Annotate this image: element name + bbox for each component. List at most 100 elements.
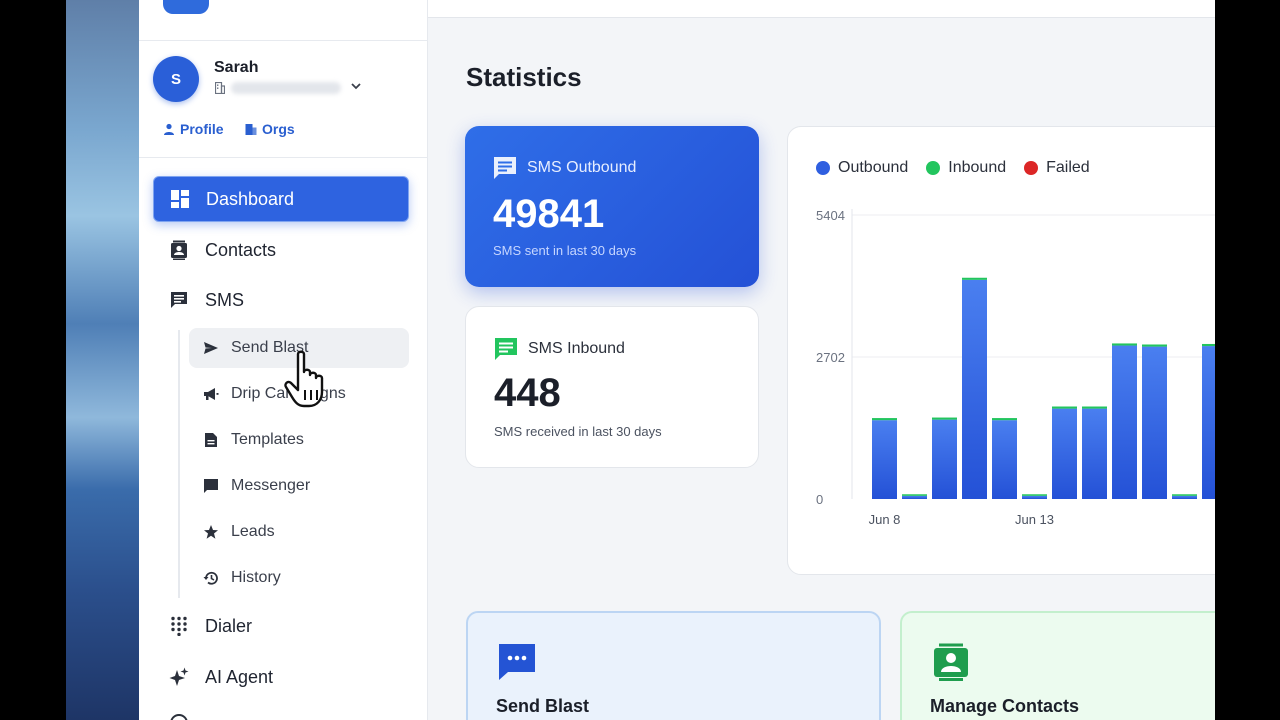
chat-icon <box>495 338 517 360</box>
nav-item-dialer[interactable]: Dialer <box>153 603 409 649</box>
bar-inbound <box>962 277 987 280</box>
nav-item-label: Dialer <box>205 615 253 636</box>
legend-label: Failed <box>1046 159 1090 176</box>
profile-link[interactable]: Profile <box>163 121 224 137</box>
quick-action-manage-contacts[interactable]: Manage Contacts <box>900 611 1215 720</box>
legend-label: Inbound <box>948 159 1007 176</box>
chat-dots-icon <box>499 644 535 680</box>
left-letterbox <box>0 0 66 720</box>
history-icon <box>203 571 218 585</box>
stat-card-header: SMS Inbound <box>494 337 625 361</box>
stat-value: 448 <box>494 371 561 415</box>
bar-outbound <box>1112 345 1137 499</box>
sub-item-label: Templates <box>231 431 304 448</box>
avatar-initial: S <box>170 70 181 88</box>
chart-legend: Outbound Inbound Failed <box>816 159 1090 177</box>
x-tick-label: Jun 8 <box>869 512 901 527</box>
nav-item-contacts[interactable]: Contacts <box>153 227 409 273</box>
quick-action-title: Send Blast <box>496 696 590 716</box>
user-icon <box>164 123 174 135</box>
send-icon <box>204 342 218 354</box>
avatar[interactable]: S <box>153 56 199 102</box>
divider <box>139 157 428 158</box>
stat-card-header: SMS Outbound <box>493 156 636 180</box>
bar-outbound <box>902 495 927 499</box>
bar-inbound <box>1082 406 1107 409</box>
bar-inbound <box>1052 406 1077 409</box>
profile-link-label: Profile <box>180 121 224 137</box>
legend-dot <box>926 161 941 175</box>
stat-subtitle: SMS received in last 30 days <box>494 424 662 439</box>
top-bar <box>428 0 1215 18</box>
chat-icon <box>494 157 516 179</box>
orgs-link-label: Orgs <box>262 121 295 137</box>
legend-item-outbound[interactable]: Outbound <box>816 159 908 177</box>
app-window: S Sarah Profile Orgs Dashboard Contacts <box>139 0 1215 720</box>
sms-sub-leads[interactable]: Leads <box>189 512 409 552</box>
sms-chart-card: Outbound Inbound Failed 0 2702 5404 Jun 8 Ju… <box>787 126 1215 575</box>
bar-inbound <box>992 418 1017 421</box>
submenu-rail <box>178 330 180 598</box>
desktop-wallpaper <box>66 0 140 720</box>
sms-sub-messenger[interactable]: Messenger <box>189 466 409 506</box>
stat-value: 49841 <box>493 192 605 236</box>
page-title: Statistics <box>466 62 582 92</box>
dashboard-icon <box>171 190 189 208</box>
divider <box>139 40 428 41</box>
bar-outbound <box>992 420 1017 499</box>
user-name: Sarah <box>214 59 259 76</box>
orgs-link[interactable]: Orgs <box>245 121 295 137</box>
sidebar: S Sarah Profile Orgs Dashboard Contacts <box>139 0 428 720</box>
legend-dot <box>1024 161 1039 175</box>
nav-item-dashboard[interactable]: Dashboard <box>153 176 409 222</box>
building-icon <box>245 124 257 135</box>
bar-inbound <box>1172 494 1197 496</box>
bar-inbound <box>902 494 927 496</box>
stat-card-outbound: SMS Outbound 49841 SMS sent in last 30 d… <box>465 126 759 287</box>
chat-icon <box>171 292 187 308</box>
quick-action-title: Manage Contacts <box>930 696 1080 716</box>
nav-item-next-icon[interactable] <box>170 714 188 720</box>
stat-subtitle: SMS sent in last 30 days <box>493 243 637 258</box>
legend-item-failed[interactable]: Failed <box>1024 159 1090 177</box>
message-icon <box>204 479 218 493</box>
bar-inbound <box>1112 343 1137 346</box>
stat-label: SMS Outbound <box>527 159 637 176</box>
bar-outbound <box>872 420 897 499</box>
contacts-icon <box>171 240 187 260</box>
bar-outbound <box>932 419 957 499</box>
sms-sub-history[interactable]: History <box>189 558 409 598</box>
y-tick-label: 0 <box>816 492 823 507</box>
quick-action-send-blast[interactable]: Send Blast <box>466 611 881 720</box>
megaphone-icon <box>204 388 219 400</box>
nav-item-label: AI Agent <box>205 666 274 687</box>
sub-item-label: Send Blast <box>231 339 309 356</box>
org-name-redacted <box>231 82 341 94</box>
bar-outbound <box>1142 346 1167 499</box>
bar-outbound <box>1172 495 1197 499</box>
star-icon <box>204 525 218 539</box>
bar-inbound <box>1142 344 1167 347</box>
legend-label: Outbound <box>838 159 909 176</box>
bar-outbound <box>1202 346 1215 499</box>
bar-outbound <box>1082 408 1107 499</box>
bar-outbound <box>1052 408 1077 499</box>
bar-inbound <box>872 418 897 421</box>
nav-item-sms[interactable]: SMS <box>153 277 409 323</box>
sub-item-label: Leads <box>231 523 275 540</box>
nav-item-label: Contacts <box>205 239 277 260</box>
bar-inbound <box>1202 343 1215 347</box>
nav-item-label: Dashboard <box>206 188 295 209</box>
sparkles-icon <box>169 667 189 686</box>
chevron-down-icon[interactable] <box>350 80 362 92</box>
app-logo[interactable] <box>163 0 209 14</box>
sms-sub-templates[interactable]: Templates <box>189 420 409 460</box>
y-tick-label: 2702 <box>816 350 845 365</box>
legend-item-inbound[interactable]: Inbound <box>926 159 1006 177</box>
bar-outbound <box>1022 495 1047 499</box>
contacts-icon <box>934 643 968 681</box>
nav-item-ai-agent[interactable]: AI Agent <box>153 654 409 700</box>
sub-item-label: Messenger <box>231 477 311 494</box>
